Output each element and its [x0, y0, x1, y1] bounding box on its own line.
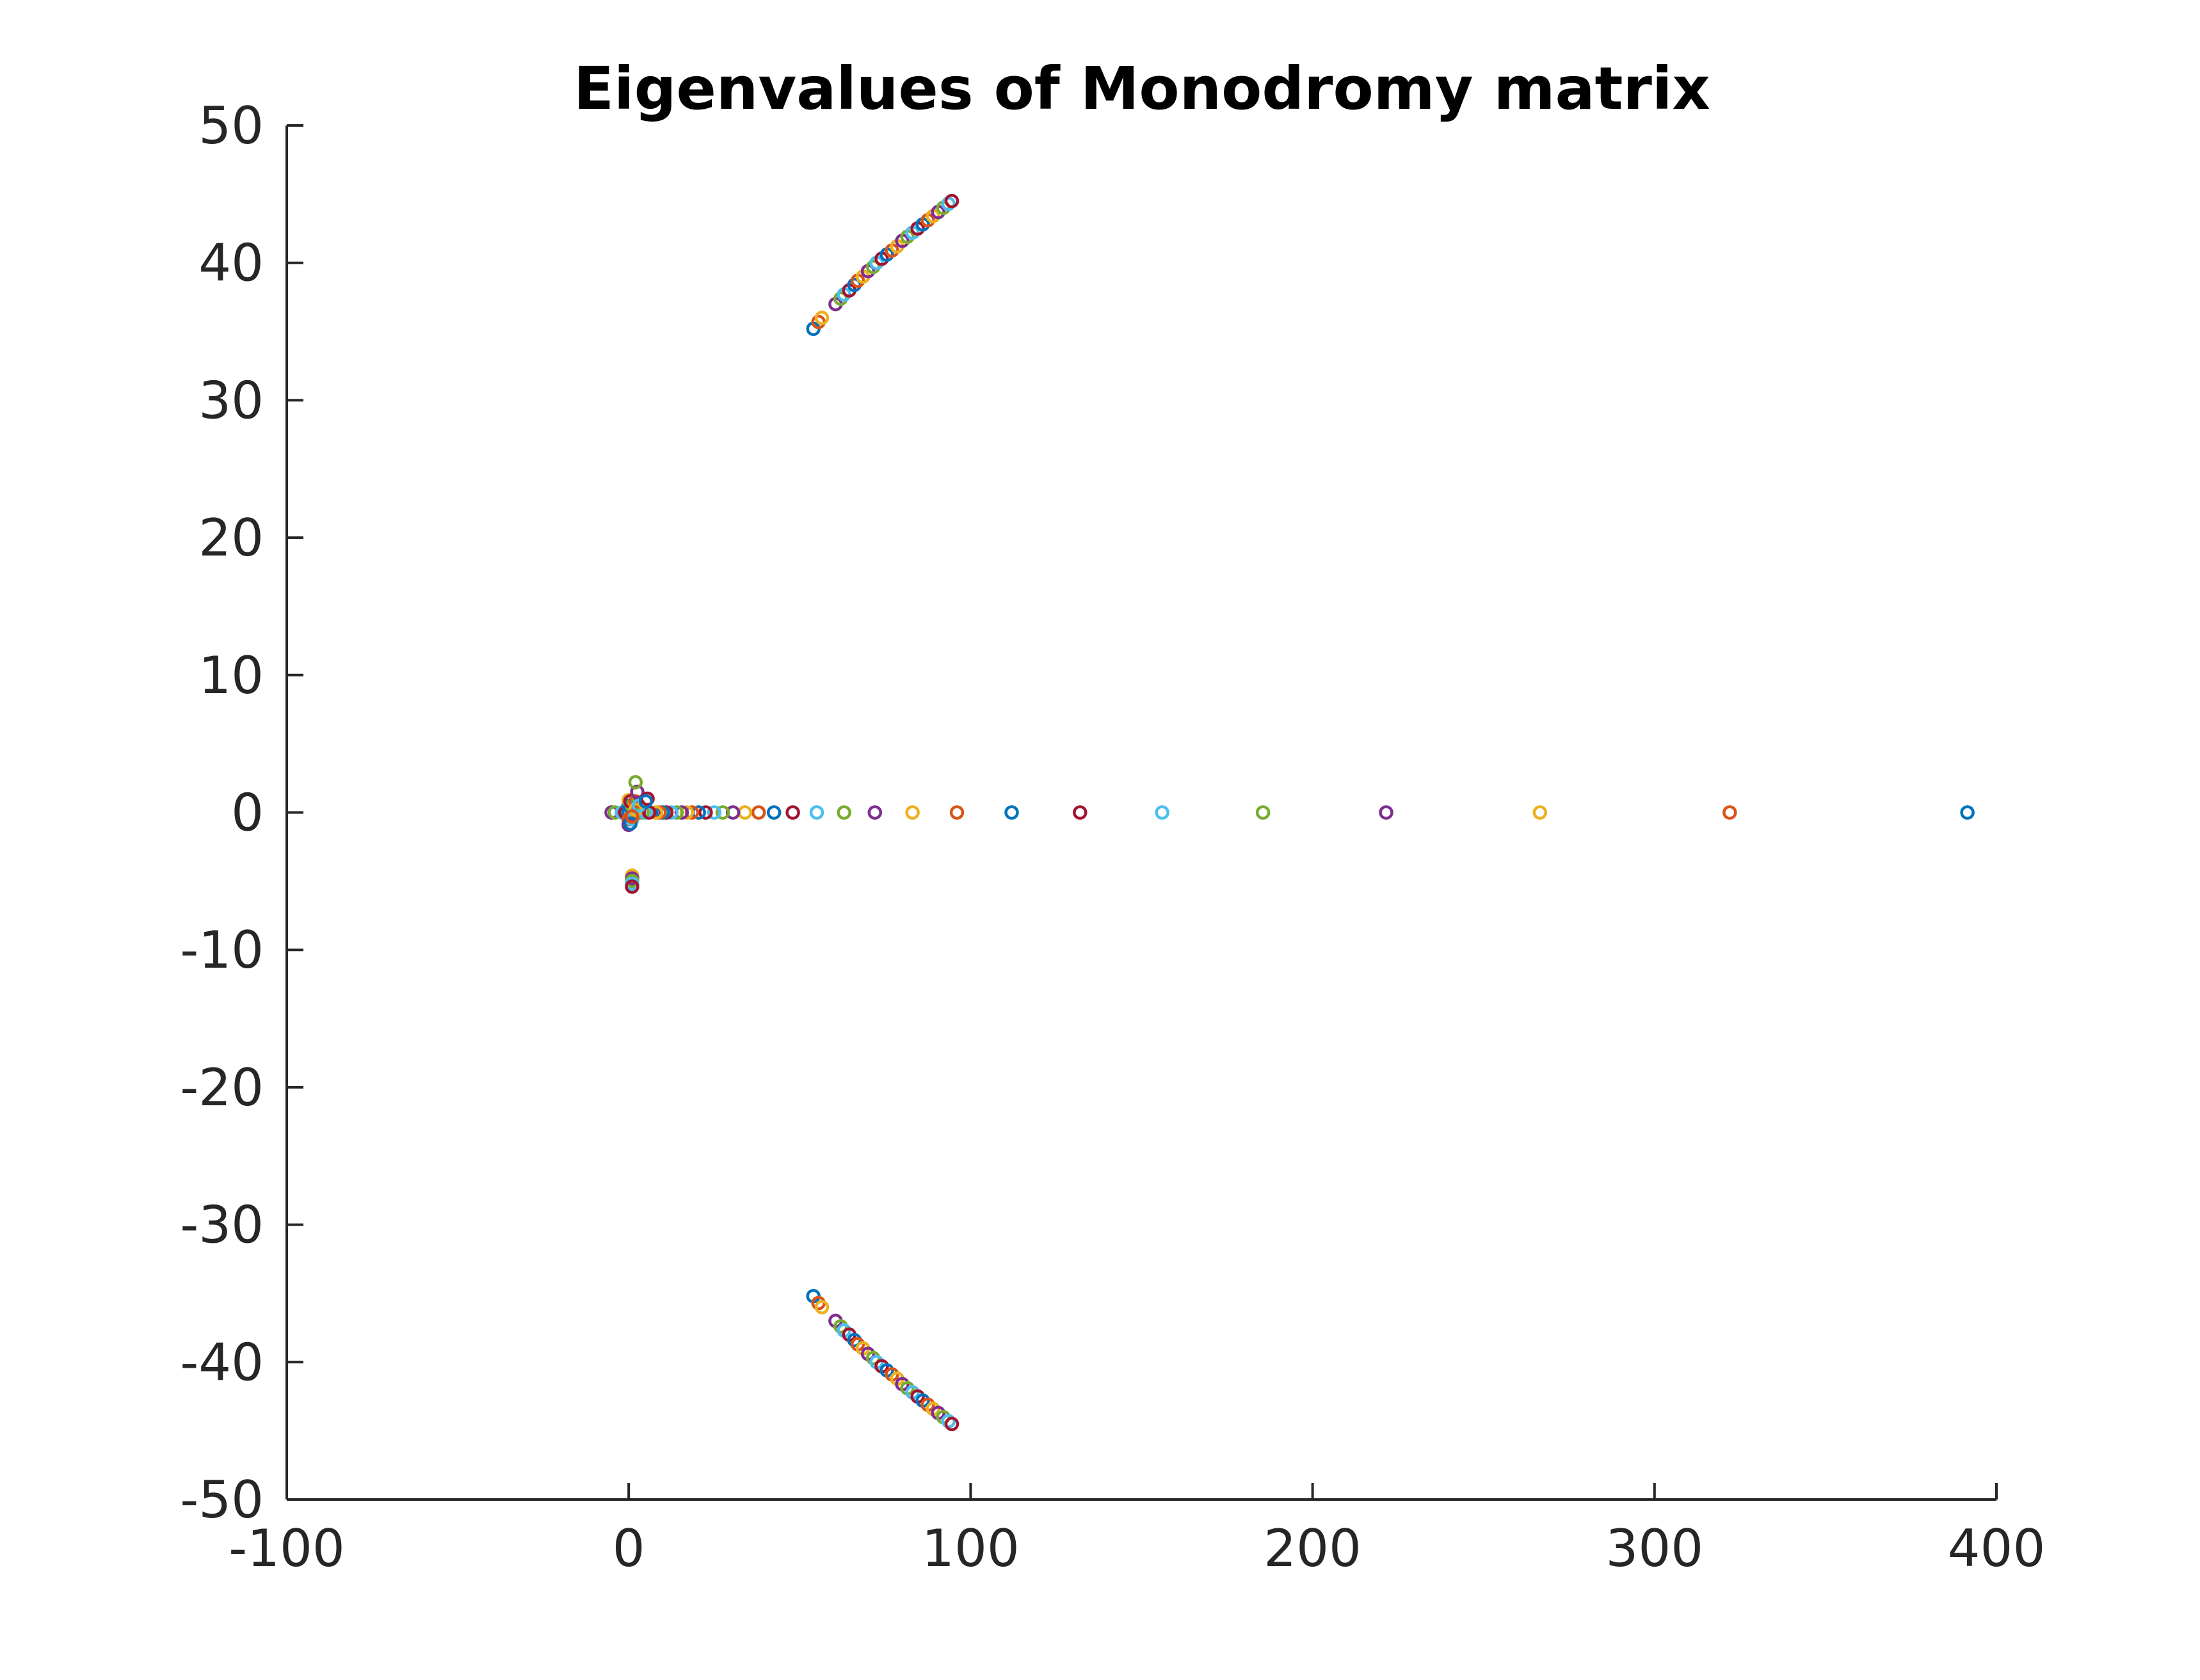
data-point — [867, 805, 883, 820]
data-point — [944, 1416, 959, 1432]
x-tick-label: 300 — [1605, 1519, 1703, 1578]
data-point — [715, 805, 730, 820]
y-tick-label: 0 — [231, 783, 264, 843]
data-point — [707, 805, 722, 820]
data-points — [604, 193, 1975, 1432]
data-point — [698, 805, 713, 820]
data-point — [1532, 805, 1548, 820]
y-tick-label: -10 — [180, 920, 264, 980]
x-tick-label: 200 — [1264, 1519, 1361, 1578]
y-tick-label: 10 — [198, 646, 264, 705]
y-tick-label: -50 — [180, 1470, 264, 1530]
data-point — [1379, 805, 1393, 820]
x-tick-label: -100 — [229, 1519, 345, 1578]
y-tick-label: 50 — [198, 96, 264, 156]
x-ticks: -100 0 100 200 300 400 — [229, 1483, 2045, 1578]
data-point — [751, 805, 766, 820]
data-point — [638, 794, 654, 809]
axes — [285, 125, 1996, 1501]
data-point — [628, 775, 643, 790]
data-point — [623, 816, 638, 831]
chart-title: Eigenvalues of Monodromy matrix — [574, 54, 1710, 123]
data-point — [630, 785, 645, 799]
y-tick-label: 20 — [198, 508, 264, 568]
data-point — [625, 809, 639, 824]
y-tick-label: 30 — [198, 371, 264, 430]
y-tick-label: 40 — [198, 234, 264, 293]
data-point — [1155, 805, 1169, 820]
x-tick-label: 0 — [613, 1519, 645, 1578]
data-point — [944, 193, 959, 209]
data-point — [814, 1300, 830, 1315]
data-point — [837, 805, 851, 820]
data-point — [737, 805, 753, 820]
y-tick-label: -20 — [180, 1058, 264, 1117]
data-point — [809, 805, 824, 820]
data-point — [766, 805, 782, 820]
data-point — [1004, 805, 1019, 820]
x-tick-label: 100 — [922, 1519, 1020, 1578]
data-point — [1960, 805, 1975, 820]
data-point — [905, 805, 920, 820]
data-point — [1722, 805, 1737, 820]
data-point — [625, 879, 639, 894]
x-tick-label: 400 — [1948, 1519, 2046, 1578]
data-point — [1255, 805, 1271, 820]
y-ticks: 50 40 30 20 10 0 -10 -20 -30 -40 -50 — [180, 96, 303, 1530]
data-point — [949, 805, 965, 820]
data-point — [814, 310, 830, 325]
data-point — [1073, 805, 1088, 820]
data-point — [785, 805, 800, 820]
y-tick-label: -30 — [180, 1196, 264, 1255]
y-tick-label: -40 — [180, 1332, 264, 1392]
